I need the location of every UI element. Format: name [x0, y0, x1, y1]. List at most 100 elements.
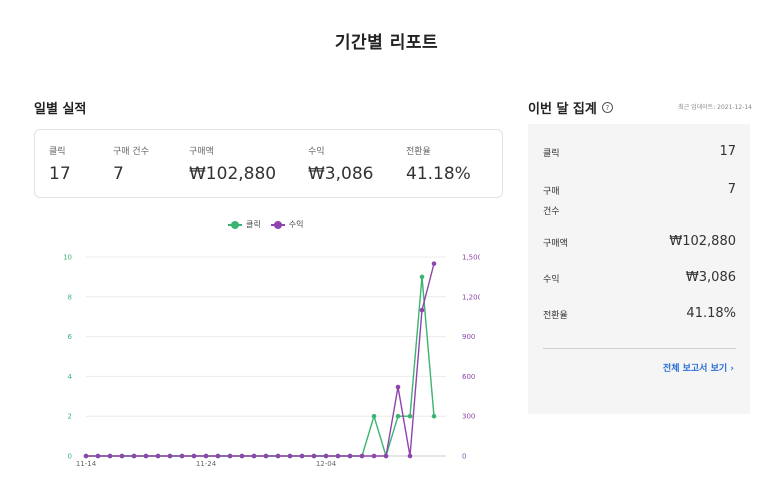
- data-point-revenue: [251, 453, 257, 459]
- stat-value: ₩102,880: [189, 164, 277, 184]
- stat-value: ₩3,086: [308, 164, 374, 184]
- data-point-revenue: [311, 453, 317, 459]
- data-point-revenue: [155, 453, 161, 459]
- y-left-tick-label: 0: [68, 453, 72, 461]
- stat-label: 구매 건수: [113, 147, 149, 157]
- data-point-clicks: [431, 413, 437, 419]
- legend-label: 클릭: [246, 220, 261, 229]
- data-point-clicks: [419, 274, 425, 280]
- page-title: 기간별 리포트: [334, 33, 439, 53]
- monthly-row-label: 구매 건수: [543, 187, 560, 217]
- monthly-row-purchases: 구매 건수 7: [543, 182, 736, 222]
- legend-item-revenue[interactable]: 수익: [270, 219, 304, 230]
- legend-item-clicks[interactable]: 클릭: [228, 219, 261, 230]
- divider: [543, 348, 736, 349]
- monthly-row-label: 구매액: [543, 239, 568, 249]
- y-left-tick-label: 6: [68, 333, 73, 341]
- monthly-row-label: 전환율: [543, 311, 568, 321]
- data-point-revenue: [239, 453, 245, 459]
- data-point-revenue: [107, 453, 113, 459]
- data-point-revenue: [347, 453, 353, 459]
- x-tick-label: 11-14: [76, 460, 97, 468]
- stat-purchases: 구매 건수 7: [113, 144, 149, 184]
- data-point-revenue: [263, 453, 269, 459]
- y-left-tick-label: 8: [68, 293, 72, 301]
- monthly-row-value: 7: [727, 182, 736, 197]
- stat-value: 41.18%: [406, 164, 471, 184]
- monthly-row-label: 클릭: [543, 149, 560, 159]
- data-point-revenue: [215, 453, 221, 459]
- stat-label: 수익: [308, 147, 325, 157]
- legend-label: 수익: [288, 220, 304, 229]
- data-point-revenue: [407, 453, 413, 459]
- data-point-revenue: [335, 453, 341, 459]
- legend-swatch-revenue: [270, 220, 285, 229]
- monthly-row-label: 수익: [543, 275, 560, 285]
- stat-value: 17: [49, 164, 71, 184]
- chart-legend: 클릭 수익: [228, 219, 303, 230]
- data-point-revenue: [359, 453, 365, 459]
- daily-stats-box: 클릭 17 구매 건수 7 구매액 ₩102,880 수익 ₩3,086 전환율…: [34, 129, 503, 198]
- series-line-clicks: [86, 276, 435, 459]
- data-point-revenue: [371, 453, 377, 459]
- y-right-tick-label: 1,500: [462, 254, 480, 262]
- stat-conversion-rate: 전환율 41.18%: [406, 144, 471, 184]
- stat-revenue: 수익 ₩3,086: [308, 144, 373, 184]
- data-point-revenue: [431, 261, 437, 266]
- y-right-tick-label: 1,200: [462, 293, 480, 301]
- stat-value: 7: [113, 164, 124, 184]
- legend-swatch-clicks: [228, 220, 242, 229]
- last-updated: 최근 업데이트: 2021-12-14: [678, 104, 752, 111]
- daily-section-title: 일별 실적: [34, 102, 87, 117]
- stat-label: 클릭: [49, 147, 66, 157]
- y-right-tick-label: 300: [462, 413, 475, 421]
- stat-label: 구매액: [189, 147, 214, 157]
- stat-clicks: 클릭 17: [49, 144, 71, 184]
- data-point-revenue: [143, 453, 149, 459]
- y-left-tick-label: 4: [68, 373, 73, 381]
- monthly-row-value: 17: [719, 144, 736, 159]
- monthly-row-conversion-rate: 전환율 41.18%: [543, 306, 736, 326]
- data-point-clicks: [407, 413, 413, 419]
- monthly-row-revenue: 수익 ₩3,086: [543, 270, 736, 290]
- data-point-revenue: [95, 453, 101, 459]
- y-left-tick-label: 10: [63, 254, 72, 262]
- data-point-revenue: [83, 453, 89, 459]
- stat-purchase-amount: 구매액 ₩102,880: [189, 144, 276, 184]
- data-point-revenue: [323, 453, 329, 459]
- y-left-tick-label: 2: [68, 413, 72, 421]
- data-point-revenue: [275, 453, 281, 459]
- data-point-revenue: [299, 453, 305, 459]
- data-point-revenue: [119, 453, 125, 459]
- data-point-revenue: [167, 453, 173, 459]
- y-right-tick-label: 900: [462, 333, 475, 341]
- data-point-revenue: [227, 453, 233, 459]
- series-line-revenue: [86, 263, 435, 457]
- y-right-tick-label: 0: [462, 453, 466, 461]
- question-circle-icon[interactable]: ?: [601, 102, 613, 113]
- monthly-section-title: 이번 달 집계 ?: [528, 98, 613, 117]
- x-tick-label: 11-24: [196, 460, 217, 468]
- data-point-revenue: [395, 384, 401, 390]
- data-point-revenue: [419, 307, 425, 313]
- data-point-revenue: [383, 453, 389, 459]
- data-point-revenue: [203, 453, 209, 459]
- data-point-revenue: [287, 453, 293, 459]
- full-report-link[interactable]: 전체 보고서 보기 ›: [662, 364, 734, 374]
- data-point-revenue: [191, 453, 197, 459]
- x-tick-label: 12-04: [316, 460, 337, 468]
- data-point-revenue: [131, 453, 137, 459]
- monthly-row-purchase-amount: 구매액 ₩102,880: [543, 234, 736, 254]
- monthly-row-clicks: 클릭 17: [543, 144, 736, 164]
- daily-performance-chart: 0 2 4 6 8 10 0 300 600 900 1,200 1,500 11-14 11-24 12-…: [63, 254, 480, 469]
- data-point-clicks: [395, 413, 401, 419]
- monthly-summary-panel: [528, 124, 750, 414]
- monthly-row-value: ₩3,086: [685, 270, 736, 285]
- stat-label: 전환율: [406, 147, 431, 157]
- monthly-row-value: 41.18%: [686, 306, 736, 321]
- monthly-row-value: ₩102,880: [669, 234, 736, 249]
- data-point-clicks: [371, 413, 377, 419]
- monthly-title-text: 이번 달 집계: [528, 102, 597, 117]
- data-point-revenue: [179, 453, 185, 459]
- y-right-tick-label: 600: [462, 373, 475, 381]
